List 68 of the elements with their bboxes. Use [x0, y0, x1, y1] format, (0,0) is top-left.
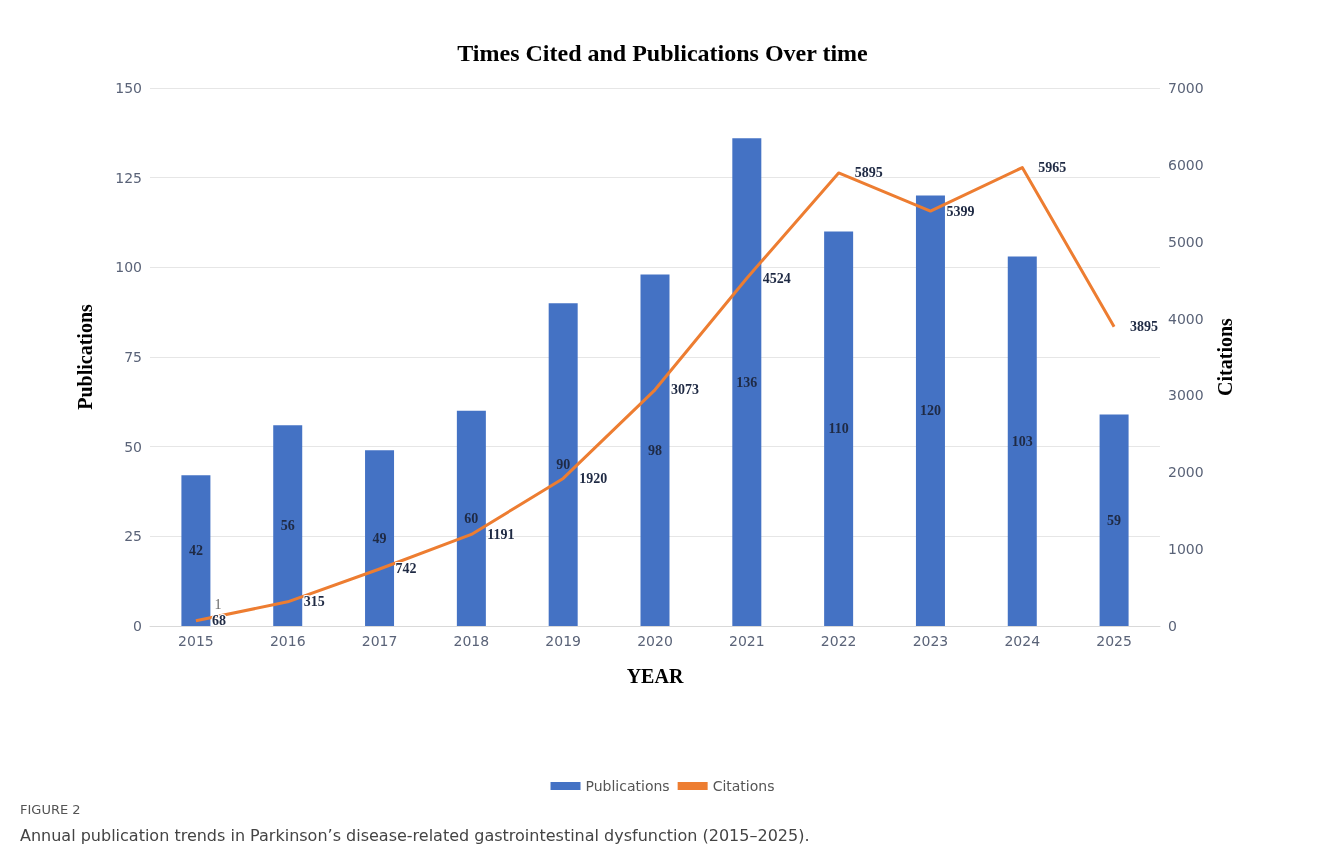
y2-axis-title: Citations [1214, 317, 1236, 396]
y-tick-label: 0 [133, 618, 142, 634]
data-label: 98 [648, 442, 662, 458]
data-label: 42 [188, 543, 203, 559]
data-label: 110 [828, 421, 849, 437]
bar [1099, 414, 1129, 626]
bar [365, 450, 395, 626]
legend-label: Publications [585, 778, 670, 794]
data-label: 3895 [1130, 319, 1159, 335]
chart-title: Times Cited and Publications Over time [457, 40, 869, 66]
x-tick-label: 2024 [1004, 633, 1041, 649]
bar [732, 138, 762, 626]
y2-tick-label: 1000 [1168, 541, 1204, 558]
x-tick-label: 2022 [820, 633, 857, 649]
y2-tick-label: 6000 [1168, 156, 1204, 173]
x-tick-label: 2023 [912, 633, 949, 649]
y2-tick-label: 5000 [1168, 233, 1204, 250]
data-label: 90 [556, 457, 571, 473]
annotation: 1 [214, 596, 222, 612]
data-label: 49 [372, 530, 387, 546]
bar [640, 274, 670, 626]
y-tick-label: 75 [124, 349, 142, 365]
data-label: 56 [280, 518, 295, 534]
y2-tick-label: 0 [1168, 618, 1177, 634]
x-tick-label: 2021 [729, 633, 765, 649]
data-label: 120 [919, 403, 941, 419]
y2-tick-label: 3000 [1168, 387, 1204, 404]
data-label: 1920 [579, 470, 608, 486]
bar [824, 231, 854, 626]
data-label: 60 [464, 510, 479, 526]
bar [915, 195, 945, 626]
y-tick-label: 25 [124, 528, 142, 545]
data-label: 4524 [762, 270, 791, 286]
x-tick-label: 2015 [178, 633, 214, 649]
x-tick-label: 2016 [269, 633, 306, 649]
caption: FIGURE 2 [20, 802, 81, 817]
x-tick-label: 2020 [637, 633, 673, 649]
data-label: 5399 [946, 203, 975, 219]
x-tick-label: 2017 [361, 633, 398, 649]
data-label: 3073 [671, 382, 699, 398]
data-label: 136 [736, 374, 758, 390]
x-axis-title: YEAR [626, 665, 684, 687]
data-label: 742 [395, 561, 417, 577]
legend-label: Citations [712, 778, 775, 794]
bar [181, 475, 211, 626]
data-label: 59 [1107, 512, 1122, 528]
data-label: 68 [211, 613, 226, 629]
y2-tick-label: 4000 [1168, 310, 1204, 327]
y2-tick-label: 7000 [1168, 80, 1204, 96]
x-tick-label: 2019 [545, 633, 581, 649]
bar [1007, 256, 1037, 626]
x-tick-label: 2018 [453, 633, 490, 649]
bar [456, 410, 486, 626]
y2-tick-label: 2000 [1168, 464, 1204, 481]
data-label: 5895 [854, 165, 883, 181]
y-tick-label: 100 [115, 259, 142, 276]
bar [273, 425, 303, 626]
y-axis-title: Publications [74, 304, 96, 410]
y-tick-label: 125 [115, 169, 142, 186]
data-label: 315 [303, 594, 325, 610]
data-label: 1191 [487, 526, 515, 542]
x-tick-label: 2025 [1096, 633, 1132, 649]
text: Annual publication trends in Parkinson’s disease-related gastrointestinal dysfunction (2015–2025). [20, 825, 810, 845]
y-tick-label: 50 [124, 438, 142, 455]
data-label: 5965 [1038, 160, 1067, 176]
bar [548, 303, 578, 626]
y-tick-label: 150 [115, 80, 142, 96]
data-label: 103 [1011, 433, 1033, 449]
